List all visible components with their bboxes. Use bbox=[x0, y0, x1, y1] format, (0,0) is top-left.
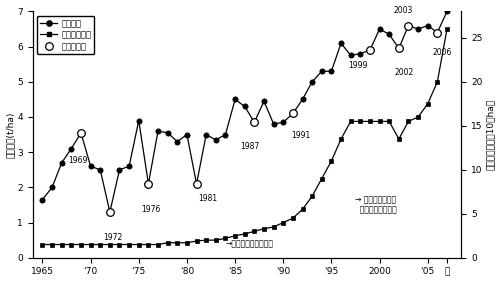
Text: 2002: 2002 bbox=[394, 68, 413, 77]
Text: →寒地稲作技術の普及: →寒地稲作技術の普及 bbox=[226, 239, 274, 248]
Text: → 自噴井戸掘削に
  よる畑地の水田化: → 自噴井戸掘削に よる畑地の水田化 bbox=[356, 195, 397, 215]
Text: 1969: 1969 bbox=[68, 156, 88, 165]
Text: 1999: 1999 bbox=[348, 61, 368, 70]
Y-axis label: 水稲作付面積（10万ha）: 水稲作付面積（10万ha） bbox=[486, 99, 494, 170]
Text: 2003: 2003 bbox=[394, 6, 413, 15]
Legend: 水稲単收, 水稲作付面積, 冷害発生年: 水稲単收, 水稲作付面積, 冷害発生年 bbox=[37, 16, 94, 54]
Y-axis label: 水稲単收(t/ha): 水稲単收(t/ha) bbox=[6, 111, 15, 158]
Text: 1976: 1976 bbox=[142, 205, 161, 214]
Text: 1981: 1981 bbox=[198, 194, 218, 203]
Text: 1972: 1972 bbox=[103, 233, 122, 242]
Text: 1991: 1991 bbox=[291, 131, 310, 140]
Text: 2006: 2006 bbox=[432, 49, 452, 58]
Text: 1987: 1987 bbox=[240, 142, 259, 151]
